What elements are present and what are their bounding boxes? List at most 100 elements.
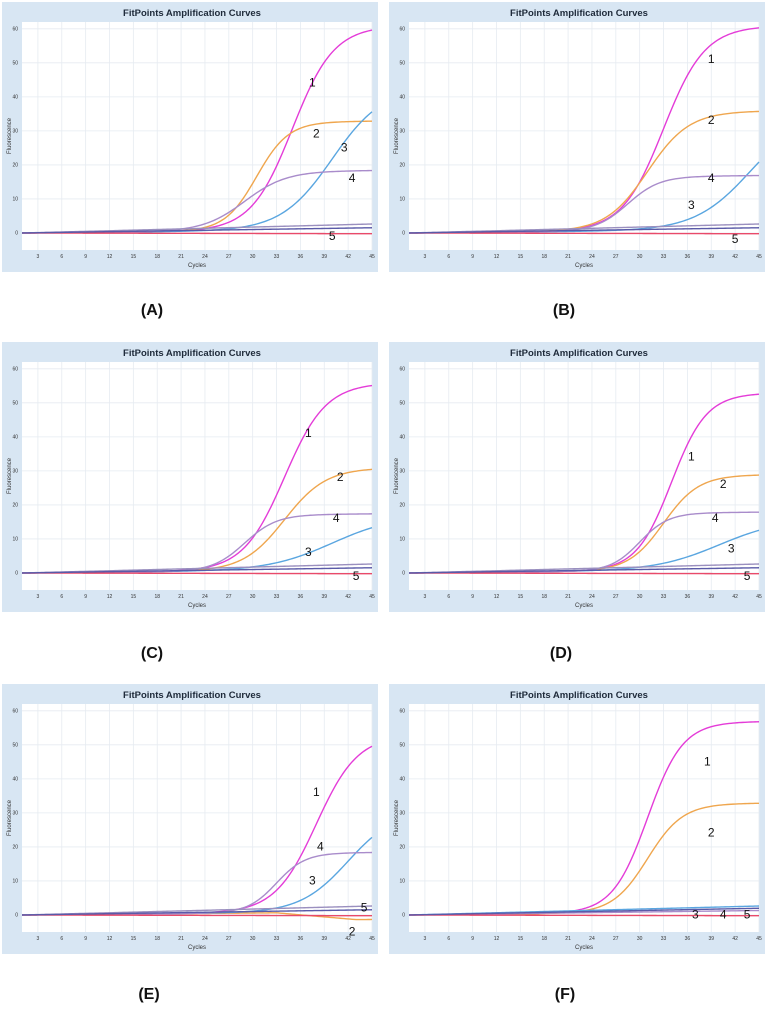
x-tick-label: 9: [471, 936, 474, 942]
panel-caption: (F): [554, 986, 576, 1003]
x-axis-label: Cycles: [188, 945, 206, 951]
series-annotation: 4: [712, 511, 719, 525]
chart-panel: FitPoints Amplification Curves 3 6 9 12 15 18 2…: [389, 2, 765, 272]
series-line-5: [409, 232, 759, 235]
y-tick-label: 0: [402, 913, 405, 919]
x-tick-label: 15: [131, 594, 137, 600]
x-tick-label: 18: [541, 594, 547, 600]
x-tick-label: 6: [60, 936, 63, 942]
x-tick-label: 18: [154, 594, 160, 600]
x-tick-label: 39: [321, 254, 327, 260]
y-tick-label: 40: [399, 435, 405, 441]
x-tick-label: 21: [178, 254, 184, 260]
y-tick-label: 40: [399, 95, 405, 101]
x-tick-label: 15: [131, 936, 137, 942]
y-tick-label: 60: [399, 709, 405, 715]
chart-title: FitPoints Amplification Curves: [510, 8, 648, 19]
x-tick-label: 6: [447, 254, 450, 260]
x-tick-label: 27: [613, 254, 619, 260]
series-annotation: 3: [688, 198, 695, 212]
y-tick-label: 60: [12, 367, 18, 373]
y-tick-label: 10: [12, 197, 18, 203]
x-tick-label: 42: [345, 936, 351, 942]
y-tick-label: 50: [12, 743, 18, 749]
x-tick-label: 3: [37, 254, 40, 260]
x-tick-label: 3: [424, 254, 427, 260]
y-tick-label: 10: [399, 537, 405, 543]
x-tick-label: 24: [202, 594, 208, 600]
x-tick-label: 6: [60, 594, 63, 600]
y-tick-label: 20: [12, 503, 18, 509]
series-annotation: 5: [329, 229, 336, 243]
x-tick-label: 24: [202, 254, 208, 260]
x-tick-label: 9: [471, 254, 474, 260]
y-tick-label: 10: [399, 197, 405, 203]
x-tick-label: 42: [732, 254, 738, 260]
x-tick-label: 36: [685, 254, 691, 260]
x-tick-label: 12: [107, 594, 113, 600]
y-tick-label: 50: [12, 401, 18, 407]
series-line-5: [22, 232, 372, 235]
series-annotation: 1: [704, 754, 711, 768]
chart-panel: FitPoints Amplification Curves 3 6 9 12 15 18 2…: [2, 342, 378, 612]
series-annotation: 3: [305, 545, 312, 559]
y-tick-label: 0: [402, 231, 405, 237]
y-tick-label: 0: [15, 571, 18, 577]
x-tick-label: 15: [518, 254, 524, 260]
x-tick-label: 30: [637, 594, 643, 600]
y-tick-label: 40: [399, 777, 405, 783]
series-annotation: 2: [349, 924, 356, 938]
x-tick-label: 45: [756, 254, 762, 260]
x-tick-label: 15: [131, 254, 137, 260]
chart-title: FitPoints Amplification Curves: [123, 8, 261, 19]
series-annotation: 3: [309, 873, 316, 887]
plot-area: [409, 362, 759, 590]
x-tick-label: 24: [589, 594, 595, 600]
series-line-5: [409, 914, 759, 917]
x-tick-label: 27: [226, 936, 232, 942]
chart-title: FitPoints Amplification Curves: [510, 690, 648, 701]
plot-area: [409, 22, 759, 250]
x-tick-label: 30: [250, 936, 256, 942]
chart-title: FitPoints Amplification Curves: [123, 690, 261, 701]
chart-panel: FitPoints Amplification Curves 3 6 9 12 15 18 2…: [2, 684, 378, 954]
x-tick-label: 33: [661, 594, 667, 600]
plot-area: [22, 704, 372, 932]
y-tick-label: 20: [12, 845, 18, 851]
x-tick-label: 24: [589, 936, 595, 942]
x-tick-label: 36: [685, 936, 691, 942]
y-tick-label: 20: [12, 163, 18, 169]
x-tick-label: 36: [298, 254, 304, 260]
series-annotation: 5: [744, 907, 751, 921]
chart-title: FitPoints Amplification Curves: [123, 348, 261, 359]
y-tick-label: 50: [399, 61, 405, 67]
series-annotation: 2: [708, 113, 715, 127]
x-tick-label: 21: [178, 936, 184, 942]
x-tick-label: 18: [154, 936, 160, 942]
chart-panel: FitPoints Amplification Curves 3 6 9 12 15 18 2…: [2, 2, 378, 272]
x-tick-label: 39: [708, 936, 714, 942]
x-tick-label: 12: [107, 936, 113, 942]
x-tick-label: 27: [226, 594, 232, 600]
y-tick-label: 60: [12, 709, 18, 715]
series-annotation: 4: [349, 171, 356, 185]
y-tick-label: 30: [12, 469, 18, 475]
y-tick-label: 40: [12, 95, 18, 101]
x-tick-label: 45: [369, 594, 375, 600]
series-annotation: 1: [708, 52, 715, 66]
plot-area: [22, 362, 372, 590]
x-tick-label: 3: [37, 594, 40, 600]
x-tick-label: 6: [447, 594, 450, 600]
y-tick-label: 40: [12, 777, 18, 783]
y-tick-label: 30: [399, 811, 405, 817]
series-annotation: 3: [728, 542, 735, 556]
series-annotation: 1: [309, 76, 316, 90]
x-tick-label: 45: [369, 936, 375, 942]
x-tick-label: 3: [37, 936, 40, 942]
y-tick-label: 50: [12, 61, 18, 67]
y-axis-label: Fluorescence: [7, 799, 13, 836]
x-tick-label: 3: [424, 594, 427, 600]
x-tick-label: 18: [154, 254, 160, 260]
x-axis-label: Cycles: [575, 263, 593, 269]
